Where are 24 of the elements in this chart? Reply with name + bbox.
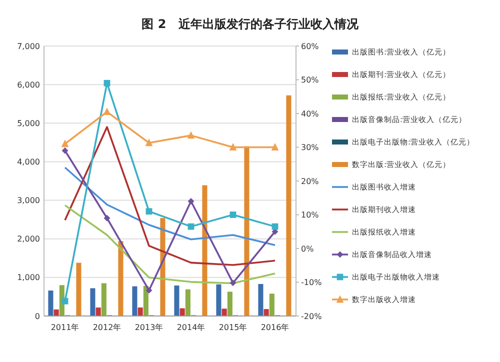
y-tick-label: 7,000	[17, 42, 40, 51]
y-tick-label: 4,000	[17, 158, 40, 167]
y-tick-label: 3,000	[17, 196, 40, 206]
x-tick-label: 2016年	[260, 323, 290, 332]
y-tick-label: 1,000	[17, 273, 40, 282]
y-tick-label: 0	[34, 312, 40, 321]
y2-tick-label: 40%	[301, 109, 320, 118]
y2-tick-label: -20%	[301, 312, 322, 321]
x-tick-label: 2012年	[92, 323, 122, 332]
x-tick-label: 2014年	[176, 323, 206, 332]
y-tick-label: 2,000	[17, 234, 40, 244]
y-tick-label: 5,000	[17, 118, 40, 128]
x-tick-label: 2015年	[218, 323, 248, 332]
x-tick-label: 2013年	[134, 323, 164, 332]
y2-tick-label: 10%	[301, 210, 320, 220]
chart-title: 图 2 近年出版发行的各子行业收入情况	[142, 17, 360, 31]
y2-tick-label: 0%	[301, 244, 314, 254]
y2-tick-label: 30%	[301, 143, 320, 152]
y2-tick-label: -10%	[301, 278, 322, 288]
y2-tick-label: 50%	[301, 76, 320, 85]
y2-tick-label: 60%	[301, 42, 320, 51]
x-tick-label: 2011年	[50, 323, 80, 332]
y2-tick-label: 20%	[301, 176, 320, 186]
y-tick-label: 6,000	[17, 80, 40, 90]
